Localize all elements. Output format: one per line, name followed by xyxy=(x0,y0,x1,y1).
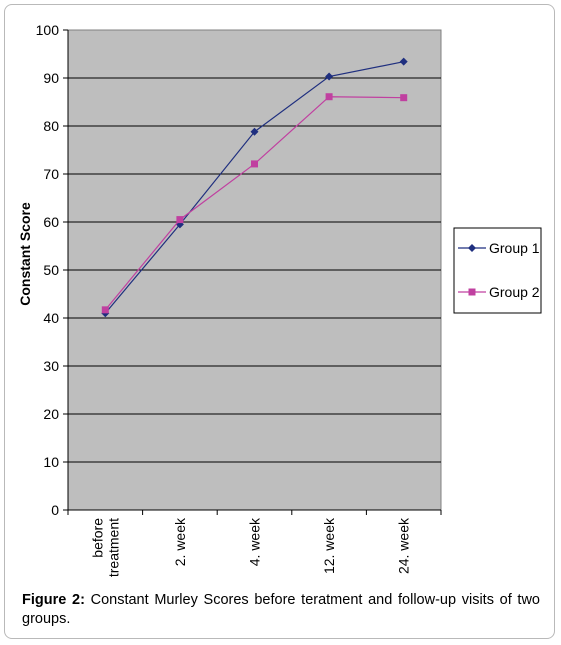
y-tick-label: 70 xyxy=(43,166,59,182)
legend-swatch-marker xyxy=(468,288,476,296)
x-tick-label: beforetreatment xyxy=(89,518,121,577)
y-tick-label: 20 xyxy=(43,406,59,422)
data-point xyxy=(176,216,184,224)
y-tick-label: 10 xyxy=(43,454,59,470)
legend-label: Group 2 xyxy=(489,284,540,300)
data-point xyxy=(399,57,408,66)
x-tick-label: 2. week xyxy=(172,517,188,566)
data-point xyxy=(250,127,259,136)
y-tick-label: 90 xyxy=(43,70,59,86)
y-axis-ticks: 0 10 20 30 40 50 60 70 80 90 100 xyxy=(36,22,441,518)
legend: Group 1 Group 2 xyxy=(453,227,542,314)
legend-swatch-marker xyxy=(468,244,476,252)
caption-text: Constant Murley Scores before teratment … xyxy=(22,592,540,627)
caption-label: Figure 2: xyxy=(22,592,85,608)
x-tick-label: 24. week xyxy=(396,517,412,574)
data-point xyxy=(325,72,334,81)
legend-box xyxy=(453,227,542,314)
data-point xyxy=(325,93,333,101)
figure-frame xyxy=(4,4,555,639)
x-tick-label: 12. week xyxy=(321,517,337,574)
figure-caption: Figure 2: Constant Murley Scores before … xyxy=(22,591,540,629)
y-tick-label: 30 xyxy=(43,358,59,374)
series-layer xyxy=(101,57,408,318)
series-2 xyxy=(101,93,408,314)
y-axis-label: Constant Score xyxy=(17,202,33,306)
data-point xyxy=(400,94,408,102)
data-point xyxy=(251,160,258,168)
y-tick-label: 50 xyxy=(43,262,59,278)
gridlines xyxy=(68,77,441,463)
x-axis-ticks: beforetreatment 2. week 4. week 12. week 24.… xyxy=(67,510,442,577)
line-chart: 0 10 20 30 40 50 60 70 80 90 100 beforetreatment 2.… xyxy=(17,22,542,577)
data-point xyxy=(101,306,109,314)
legend-label: Group 1 xyxy=(489,240,540,256)
y-tick-label: 80 xyxy=(43,118,59,134)
x-tick-label: 4. week xyxy=(247,517,263,566)
y-tick-label: 60 xyxy=(43,214,59,230)
y-tick-label: 40 xyxy=(43,310,59,326)
y-tick-label: 0 xyxy=(51,502,59,518)
y-tick-label: 100 xyxy=(36,22,60,38)
